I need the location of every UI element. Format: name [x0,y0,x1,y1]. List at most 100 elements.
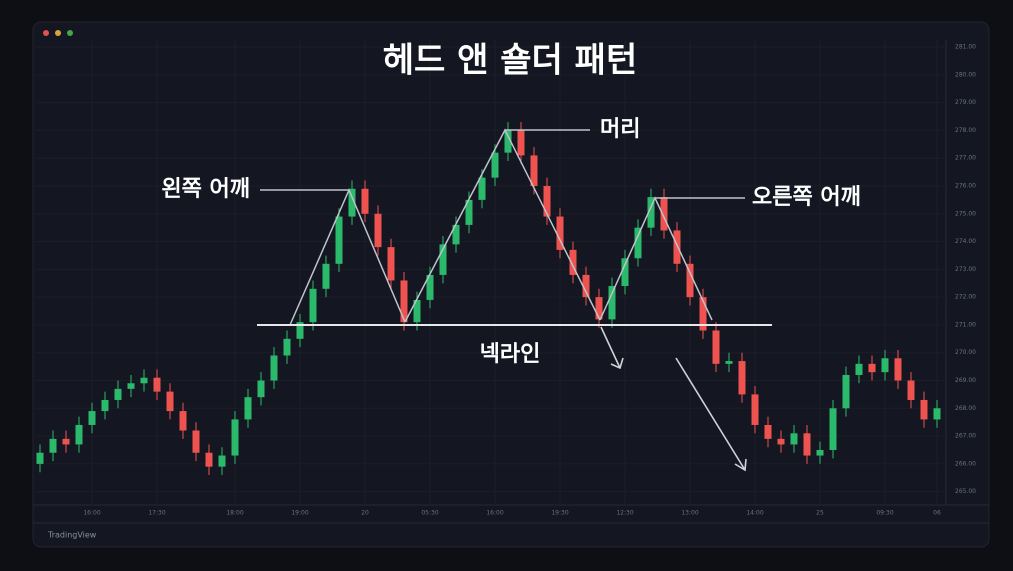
y-tick-label: 267.00 [955,433,976,440]
candle-body [504,130,512,153]
candle-body [842,374,850,409]
candle-body [712,330,720,364]
candle-body [790,433,798,445]
candle-body [725,361,733,364]
candle-body [75,424,83,445]
candle-body [855,363,863,375]
candle-body [283,338,291,356]
candle-body [166,391,174,412]
candle-body [907,380,915,400]
y-tick-label: 265.00 [955,488,976,495]
y-tick-label: 274.00 [955,238,976,245]
candle-body [621,258,629,287]
candle-body [738,361,746,395]
window-dot [43,30,49,36]
candle-body [387,247,395,281]
arrow-head [610,357,624,370]
x-tick-label: 09:30 [876,510,893,517]
grid [35,40,946,505]
candle-body [205,452,213,467]
candle-body [933,408,941,420]
x-tick-label: 17:30 [148,510,165,517]
candle-body [36,452,44,464]
x-tick-label: 19:30 [551,510,568,517]
y-tick-label: 281.00 [955,44,976,51]
candle-body [140,377,148,384]
candle-body [569,249,577,275]
x-tick-label: 19:00 [291,510,308,517]
y-tick-label: 268.00 [955,405,976,412]
candles [36,122,941,475]
candle-body [439,244,447,275]
candle-body [777,438,785,445]
panel [32,21,990,548]
window-dot [67,30,73,36]
candle-body [556,216,564,250]
y-tick-label: 275.00 [955,210,976,217]
candle-body [49,438,57,453]
candle-body [192,430,200,453]
candle-body [244,397,252,420]
y-tick-label: 269.00 [955,377,976,384]
candle-body [868,363,876,373]
candle-body [231,419,239,456]
candle-body [699,297,707,331]
x-tick-label: 05:30 [421,510,438,517]
y-tick-label: 273.00 [955,266,976,273]
candle-body [257,380,265,398]
y-tick-label: 278.00 [955,127,976,134]
candle-body [608,286,616,320]
candle-body [894,358,902,381]
annotation: 머리 [600,117,640,142]
candle-body [361,188,369,214]
source: TradingView [47,531,97,540]
candle-body [595,297,603,320]
candle-body [218,455,226,467]
candle-body [582,274,590,298]
candle-body [426,274,434,300]
x-tick-label: 25 [816,510,824,517]
candle-body [634,227,642,259]
candle-body [400,280,408,323]
annotation: 넥라인 [480,342,541,367]
y-tick-label: 266.00 [955,460,976,467]
arrow-head [734,458,747,472]
x-tick-label: 16:00 [83,510,100,517]
candle-body [660,197,668,231]
candle-body [816,449,824,456]
candle-body [309,288,317,323]
candle-body [413,299,421,323]
y-tick-label: 271.00 [955,321,976,328]
candle-body [686,263,694,298]
chart-title: 헤드 앤 숄더 패턴 [383,41,637,81]
candle-body [491,152,499,178]
y-tick-label: 277.00 [955,155,976,162]
x-tick-label: 18:00 [226,510,243,517]
y-tick-label: 272.00 [955,294,976,301]
y-tick-label: 276.00 [955,182,976,189]
x-tick-label: 06 [933,510,941,517]
x-tick-label: 13:00 [681,510,698,517]
candle-body [296,322,304,339]
candle-body [517,130,525,156]
candle-body [673,230,681,264]
annotation: 왼쪽 어깨 [161,177,250,202]
candle-body [764,424,772,439]
candle-body [153,377,161,392]
candle-body [751,394,759,425]
y-tick-label: 279.00 [955,99,976,106]
candle-body [478,177,486,200]
candle-body [452,224,460,245]
candle-body [270,355,278,381]
candle-body [62,438,70,445]
candle-body [335,216,343,264]
y-tick-label: 270.00 [955,349,976,356]
candle-body [348,188,356,217]
arrows [600,326,747,472]
candle-body [465,199,473,225]
x-tick-label: 12:30 [616,510,633,517]
x-tick-label: 16:00 [486,510,503,517]
candle-body [803,433,811,456]
candle-body [127,383,135,389]
